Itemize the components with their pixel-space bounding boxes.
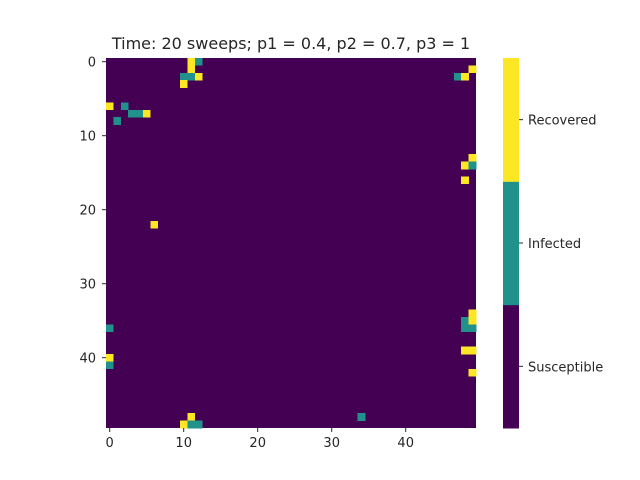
colorbar-label: Recovered [528, 114, 597, 129]
y-tick-label: 40 [79, 352, 96, 367]
y-tick-label: 30 [79, 278, 96, 293]
grid-cell-infected [461, 324, 469, 333]
x-tick-label: 20 [249, 436, 266, 451]
grid-cell-recovered [468, 346, 477, 355]
x-tick-label: 0 [106, 436, 114, 451]
grid-cell-infected [106, 324, 114, 333]
grid-cell-recovered [468, 65, 477, 74]
grid-cell-recovered [106, 354, 114, 362]
grid-cell-recovered [468, 368, 477, 377]
grid-cell-recovered [461, 72, 469, 81]
grid-cell-recovered [180, 420, 188, 429]
grid-cell-recovered [461, 176, 469, 185]
grid-cell-recovered [106, 102, 114, 111]
grid-cell-recovered [468, 154, 477, 162]
grid-cell-infected [113, 117, 122, 125]
grid-cell-recovered [468, 309, 477, 318]
colorbar-label: Susceptible [528, 360, 603, 375]
grid-cell-recovered [194, 72, 203, 81]
grid-cell-recovered [187, 65, 196, 74]
colorbar-label: Infected [528, 237, 581, 252]
grid-cell-infected [453, 72, 462, 81]
grid-cell-recovered [187, 58, 196, 66]
y-axis: 0 10 20 30 40 [79, 56, 106, 367]
colorbar-segment-susceptible [503, 304, 519, 429]
grid-cell-recovered [461, 346, 469, 355]
colorbar-segment-infected [503, 181, 519, 306]
grid-cell-infected [194, 58, 203, 66]
grid-cell-infected [187, 420, 196, 429]
grid-cell-infected [357, 413, 366, 421]
x-tick-label: 10 [175, 436, 192, 451]
grid-cell-infected [187, 72, 196, 81]
grid-cell-recovered [461, 161, 469, 170]
x-tick-label: 30 [323, 436, 340, 451]
grid-cell-infected [194, 420, 203, 429]
y-tick-label: 0 [88, 56, 96, 71]
grid-cell-recovered [150, 220, 159, 229]
colorbar: Susceptible Infected Recovered [503, 58, 603, 429]
grid-cell-infected [180, 72, 188, 81]
x-axis: 0 10 20 30 40 [106, 428, 414, 451]
colorbar-segment-recovered [503, 58, 519, 182]
y-tick-label: 10 [79, 130, 96, 145]
grid-cell-infected [106, 361, 114, 370]
grid-cell-infected [135, 109, 144, 118]
grid-background [106, 58, 476, 428]
chart-title: Time: 20 sweeps; p1 = 0.4, p2 = 0.7, p3 … [111, 34, 470, 53]
grid-cell-infected [468, 161, 477, 170]
grid-cell-infected [120, 102, 129, 111]
x-tick-label: 40 [397, 436, 414, 451]
grid-cell-recovered [187, 413, 196, 421]
grid-cell-recovered [468, 317, 477, 325]
grid-cell-recovered [180, 80, 188, 88]
grid-cell-infected [461, 317, 469, 325]
grid-cell-recovered [143, 109, 151, 118]
plot-area [106, 58, 477, 429]
y-tick-label: 20 [79, 204, 96, 219]
grid-cell-infected [468, 324, 477, 333]
grid-cell-infected [128, 109, 136, 118]
